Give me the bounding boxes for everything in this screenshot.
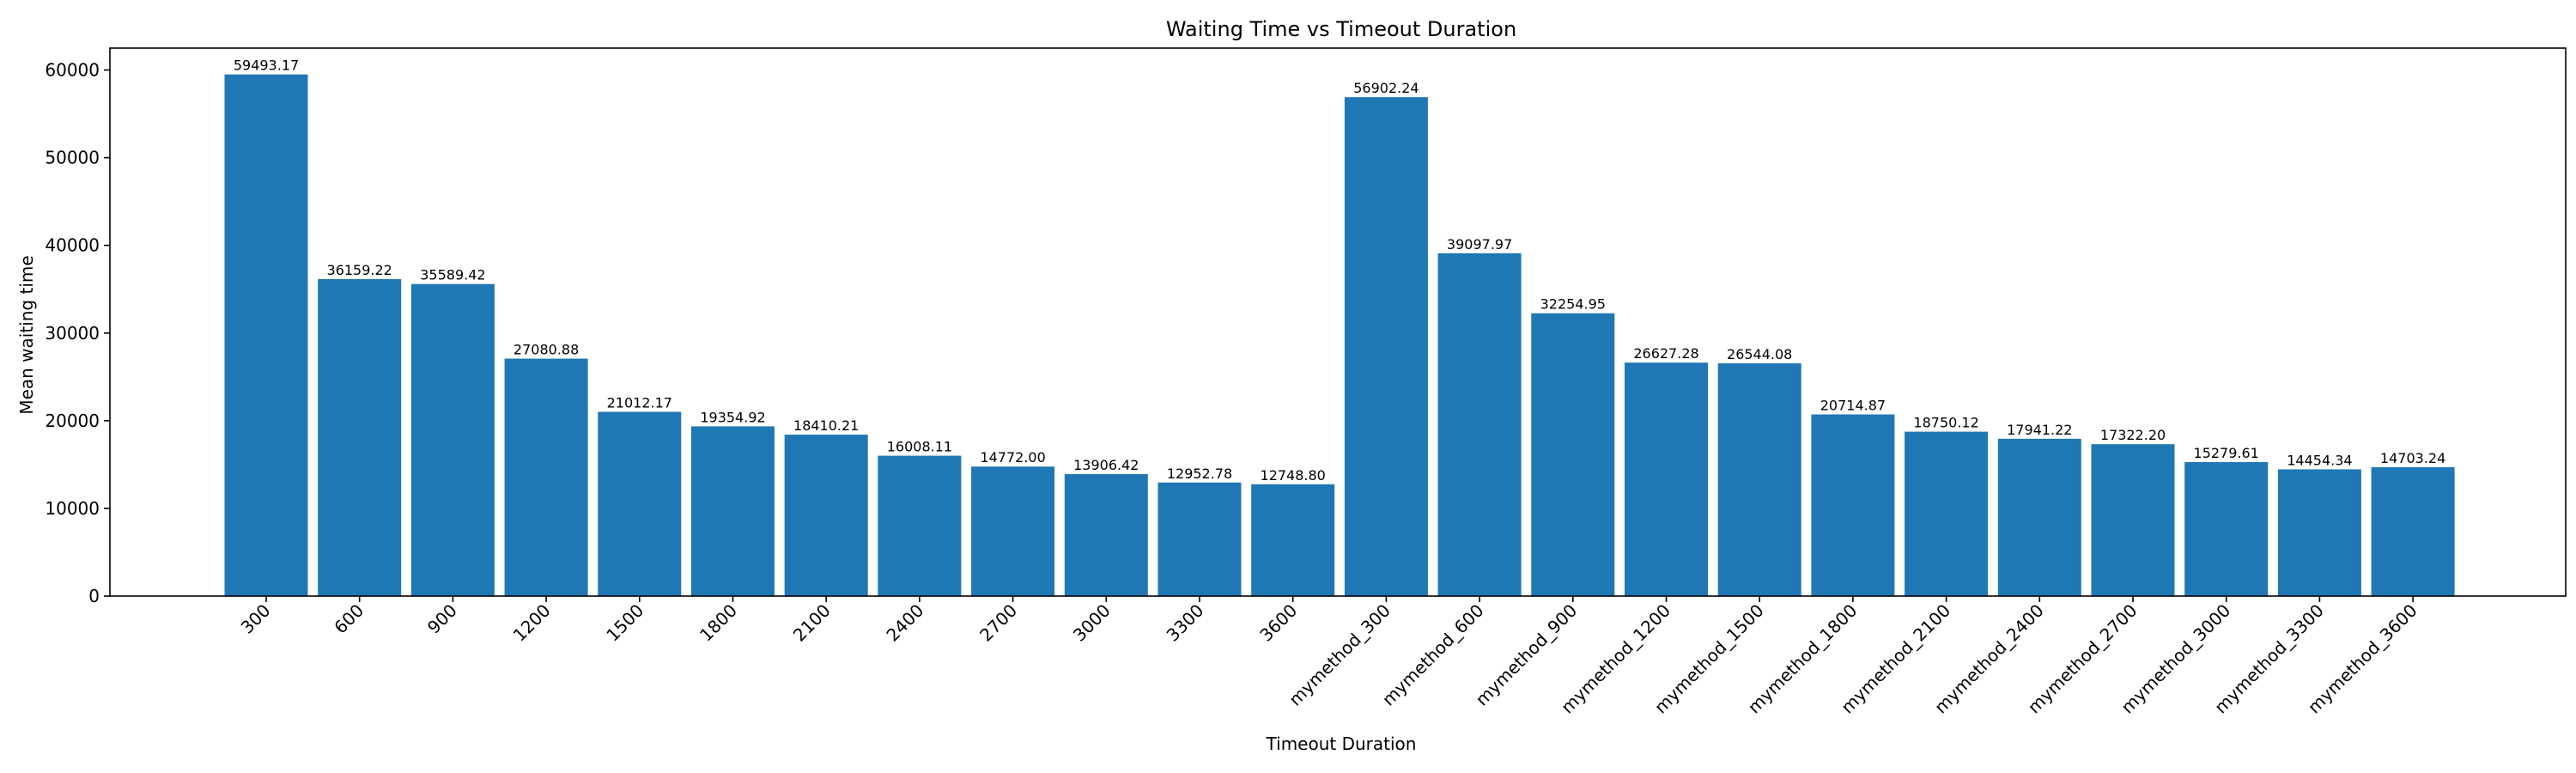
- y-tick-label: 0: [88, 586, 100, 606]
- bar: [318, 278, 402, 596]
- bar: [2277, 469, 2361, 596]
- bar: [1344, 97, 1428, 596]
- bar-value-label: 56902.24: [1353, 80, 1419, 96]
- bar-value-label: 12748.80: [1261, 467, 1326, 484]
- bar-value-label: 17941.22: [2007, 422, 2072, 438]
- bar: [1251, 484, 1335, 596]
- bar-value-label: 14454.34: [2287, 452, 2352, 468]
- bar: [1811, 414, 1895, 596]
- bar: [691, 426, 775, 596]
- bar: [410, 283, 495, 596]
- y-tick-label: 50000: [45, 148, 100, 168]
- bar-value-label: 15279.61: [2194, 445, 2259, 461]
- bar-value-label: 12952.78: [1167, 466, 1232, 482]
- y-tick-label: 60000: [45, 60, 100, 81]
- bar: [2184, 462, 2269, 596]
- bar-value-label: 14703.24: [2380, 450, 2445, 466]
- bar-value-label: 20714.87: [1820, 398, 1886, 414]
- bar: [878, 455, 962, 596]
- y-tick-label: 10000: [45, 498, 100, 519]
- bar: [2371, 466, 2455, 596]
- y-axis-label: Mean waiting time: [16, 255, 37, 414]
- bar-value-label: 26627.28: [1633, 345, 1698, 362]
- bar-value-label: 36159.22: [327, 262, 392, 278]
- y-tick-label: 30000: [45, 323, 100, 344]
- bar-value-label: 26544.08: [1727, 346, 1792, 362]
- bar: [598, 411, 682, 596]
- bar: [1531, 313, 1615, 596]
- bar-value-label: 27080.88: [513, 342, 579, 358]
- bar-value-label: 16008.11: [887, 439, 952, 455]
- x-axis-label: Timeout Duration: [1266, 733, 1417, 754]
- bar: [2091, 444, 2175, 596]
- bar-value-label: 35589.42: [420, 267, 485, 283]
- bar-value-label: 59493.17: [234, 58, 299, 74]
- bar: [224, 74, 308, 596]
- y-tick-label: 20000: [45, 411, 100, 431]
- bar: [1905, 431, 1989, 596]
- bar: [784, 435, 868, 596]
- bar-value-label: 13906.42: [1073, 457, 1139, 473]
- bar-value-label: 14772.00: [980, 449, 1045, 466]
- axes-frame: [109, 47, 2567, 597]
- chart-title: Waiting Time vs Timeout Duration: [1166, 17, 1516, 41]
- bar-value-label: 18750.12: [1913, 415, 1978, 431]
- bar: [1717, 363, 1801, 596]
- bar: [504, 358, 588, 596]
- bar: [1157, 482, 1242, 596]
- bar: [971, 466, 1055, 596]
- bar-value-label: 19354.92: [700, 409, 765, 425]
- bar-value-label: 17322.20: [2100, 427, 2166, 443]
- bar: [1625, 362, 1708, 596]
- bar-value-label: 39097.97: [1447, 236, 1512, 253]
- bar-value-label: 18410.21: [793, 417, 859, 434]
- bar: [1437, 253, 1522, 596]
- y-tick-label: 40000: [45, 235, 100, 256]
- bar: [1997, 438, 2081, 596]
- bar: [1064, 474, 1148, 596]
- bar-value-label: 21012.17: [607, 395, 672, 411]
- bar-value-label: 32254.95: [1540, 296, 1606, 313]
